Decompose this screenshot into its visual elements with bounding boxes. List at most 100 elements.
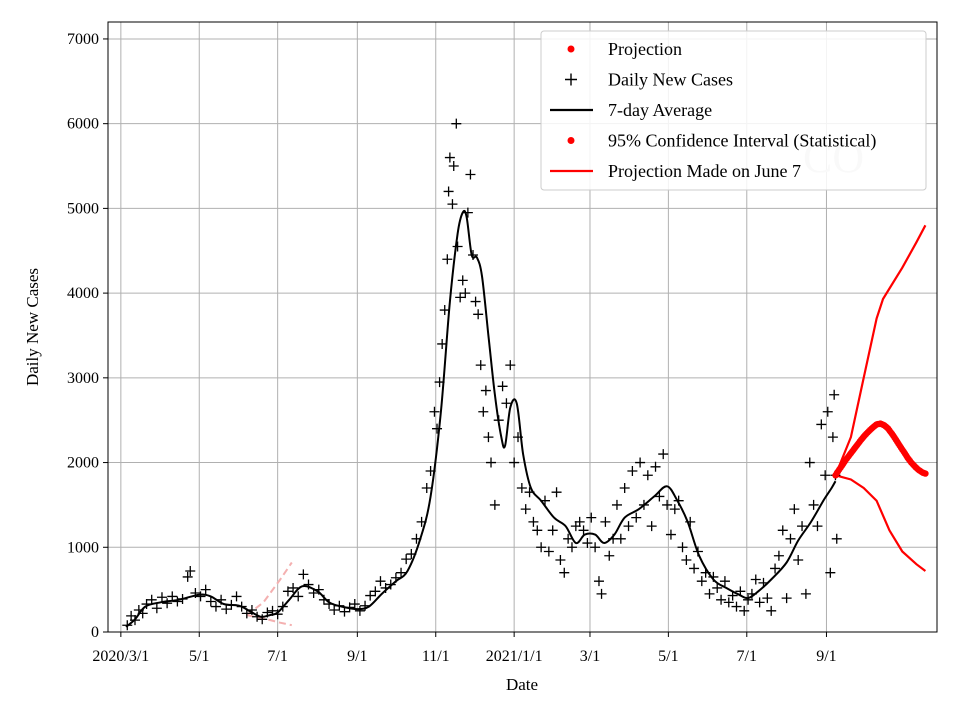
average-line xyxy=(125,209,837,628)
daily-case-point xyxy=(627,466,638,477)
daily-case-point xyxy=(658,449,669,460)
daily-case-point xyxy=(563,533,574,544)
y-tick-label: 4000 xyxy=(67,285,99,302)
projection-line xyxy=(835,474,927,572)
x-tick-label: 2021/1/1 xyxy=(486,648,543,665)
daily-case-point xyxy=(582,538,593,549)
y-tick-label: 6000 xyxy=(67,116,99,133)
daily-case-point xyxy=(185,566,196,576)
daily-case-point xyxy=(654,491,665,502)
x-axis-ticks: 2020/3/1 5/1 7/1 9/1 11/1 2021/1/1 3/1 5/1 7/1 9/… xyxy=(92,632,837,665)
daily-case-point xyxy=(789,504,800,515)
daily-case-point xyxy=(822,406,833,417)
daily-case-point xyxy=(615,533,626,544)
daily-case-point xyxy=(162,598,173,609)
daily-case-point xyxy=(635,457,646,468)
daily-case-point xyxy=(559,567,570,578)
daily-case-point xyxy=(704,588,715,599)
daily-case-point xyxy=(425,466,436,477)
daily-case-point xyxy=(195,591,206,602)
daily-case-point xyxy=(141,599,152,610)
daily-case-point xyxy=(167,591,178,602)
legend-label: Daily New Cases xyxy=(608,70,733,90)
daily-case-point xyxy=(673,495,684,506)
daily-case-point xyxy=(385,579,396,590)
daily-case-point xyxy=(681,554,692,565)
daily-case-point xyxy=(421,482,432,493)
legend: Projection Daily New Cases 7-day Average 95… xyxy=(540,30,927,191)
daily-case-point xyxy=(172,596,183,607)
daily-case-point xyxy=(334,600,345,611)
daily-case-point xyxy=(226,599,237,610)
daily-case-point xyxy=(303,579,314,590)
daily-case-point xyxy=(692,546,703,557)
daily-case-point xyxy=(505,360,516,371)
daily-case-point xyxy=(390,572,401,583)
daily-case-point xyxy=(804,457,815,468)
daily-cases-markers xyxy=(122,118,842,631)
daily-case-point xyxy=(177,593,188,604)
x-tick-label: 7/1 xyxy=(737,648,757,665)
daily-case-point xyxy=(151,603,162,614)
daily-case-point xyxy=(820,470,831,481)
legend-dot-marker xyxy=(567,45,575,53)
daily-case-point xyxy=(532,525,543,536)
daily-case-point xyxy=(432,423,443,434)
ci-line xyxy=(246,614,293,627)
x-tick-label: 7/1 xyxy=(267,648,287,665)
daily-case-point xyxy=(277,601,288,612)
daily-case-point xyxy=(731,601,742,612)
daily-case-point xyxy=(267,605,278,616)
daily-case-point xyxy=(578,525,589,536)
daily-case-point xyxy=(497,381,508,392)
daily-case-point xyxy=(252,611,263,622)
daily-case-point xyxy=(257,614,268,625)
y-tick-label: 0 xyxy=(91,624,99,641)
daily-case-point xyxy=(611,499,622,510)
daily-case-point xyxy=(137,608,148,619)
daily-case-point xyxy=(375,576,386,587)
daily-case-point xyxy=(434,377,445,388)
daily-case-point xyxy=(241,608,252,619)
legend-plus-marker xyxy=(565,73,577,86)
daily-case-point xyxy=(727,590,738,601)
x-tick-label: 9/1 xyxy=(816,648,836,665)
projection-lines xyxy=(834,224,927,572)
daily-case-point xyxy=(221,604,232,615)
daily-case-point xyxy=(344,602,355,613)
daily-case-point xyxy=(586,512,597,523)
y-tick-label: 1000 xyxy=(67,539,99,556)
daily-case-point xyxy=(743,594,754,605)
daily-case-point xyxy=(448,161,459,172)
daily-case-point xyxy=(156,592,167,603)
daily-case-point xyxy=(216,594,227,605)
daily-case-point xyxy=(360,600,371,611)
daily-case-point xyxy=(800,588,811,599)
daily-case-point xyxy=(777,525,788,536)
daily-case-point xyxy=(462,207,473,218)
daily-case-point xyxy=(489,499,500,510)
daily-case-point xyxy=(443,186,454,197)
daily-case-point xyxy=(146,594,157,605)
daily-case-point xyxy=(354,605,365,616)
daily-case-point xyxy=(318,594,329,605)
daily-case-point xyxy=(543,546,554,557)
daily-case-point xyxy=(619,482,630,493)
daily-case-point xyxy=(520,504,531,515)
daily-case-point xyxy=(370,586,381,597)
daily-case-point xyxy=(190,588,201,599)
daily-case-point xyxy=(827,432,838,443)
daily-case-point xyxy=(808,499,819,510)
daily-case-point xyxy=(758,577,769,588)
daily-case-point xyxy=(349,599,360,610)
daily-case-point xyxy=(451,118,462,129)
daily-case-point xyxy=(231,591,242,602)
daily-case-point xyxy=(716,594,727,605)
seven-day-average-line xyxy=(125,209,837,628)
daily-case-point xyxy=(406,549,417,560)
projection-point xyxy=(922,470,929,477)
daily-case-point xyxy=(442,254,453,265)
daily-case-point xyxy=(555,554,566,565)
y-axis-ticks: 0 1000 2000 3000 4000 5000 6000 7000 xyxy=(67,31,108,641)
